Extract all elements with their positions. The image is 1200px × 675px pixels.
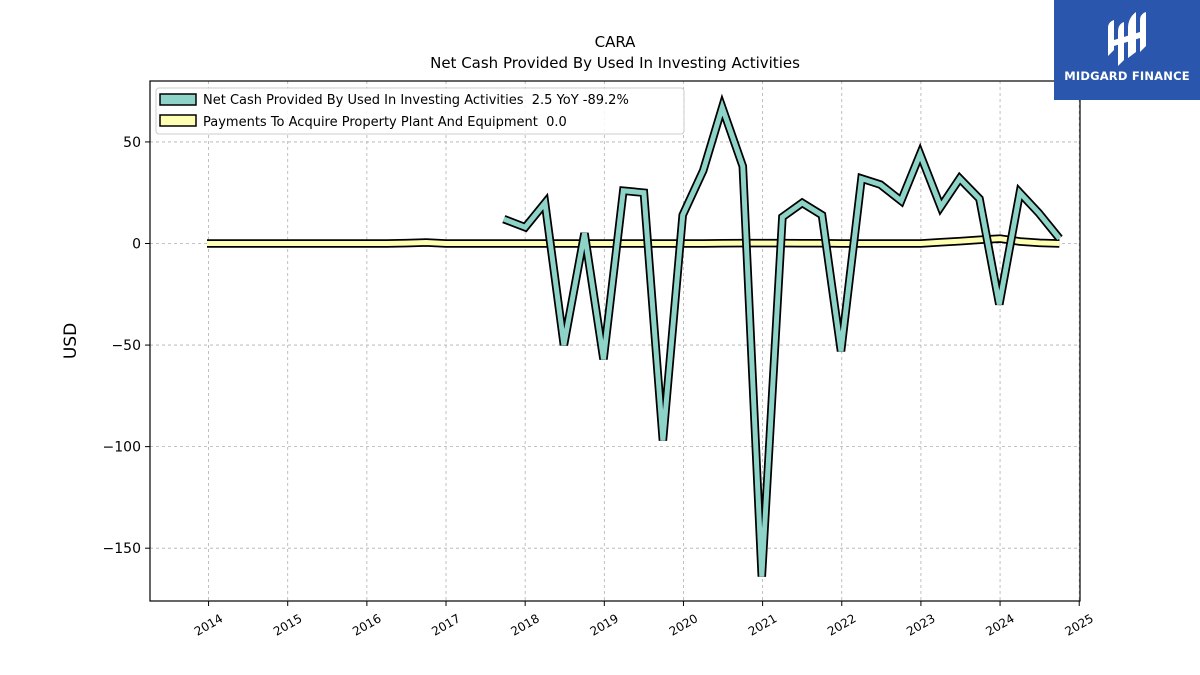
x-tick-label: 2020	[667, 611, 700, 638]
x-tick-label: 2024	[983, 611, 1016, 638]
legend-swatch-series-1	[159, 93, 197, 106]
x-tick-label: 2023	[904, 611, 937, 638]
y-tick-label: −150	[103, 541, 141, 557]
y-tick-label: −100	[103, 440, 141, 456]
legend-swatch-series-2	[159, 114, 197, 127]
x-tick-label: 2019	[588, 611, 621, 638]
y-axis-label: USD	[61, 323, 81, 359]
legend-frame	[155, 87, 685, 135]
legend-label-series-2: Payments To Acquire Property Plant And E…	[203, 115, 567, 130]
series-2-line	[207, 236, 1060, 246]
series-layer	[207, 93, 1063, 577]
y-tick-label: 50	[123, 135, 141, 151]
x-tick-label: 2022	[825, 611, 858, 638]
y-tick-label: 0	[132, 237, 141, 253]
series-1-line	[502, 99, 1062, 577]
legend-label-series-1: Net Cash Provided By Used In Investing A…	[203, 93, 629, 108]
chart-title: CARA	[595, 33, 637, 51]
legend: Net Cash Provided By Used In Investing A…	[155, 87, 685, 135]
brand-name: MIDGARD FINANCE	[1064, 69, 1190, 83]
x-tick-label: 2018	[508, 611, 541, 638]
midgard-logo-icon	[1108, 12, 1146, 66]
series-1-outline	[502, 93, 1063, 577]
brand-logo-box: MIDGARD FINANCE	[1054, 0, 1200, 100]
axes: 50 0 −50 −100 −150 2014 2015 2016 2017 2018 2019 20…	[103, 135, 1096, 639]
x-tick-label: 2014	[192, 611, 225, 638]
x-tick-label: 2017	[429, 611, 462, 638]
plot-frame	[149, 80, 1081, 602]
x-tick-label: 2021	[746, 611, 779, 638]
grid	[150, 81, 1080, 601]
x-tick-label: 2016	[350, 611, 383, 638]
x-tick-label: 2025	[1062, 611, 1095, 638]
y-tick-label: −50	[111, 338, 141, 354]
chart-subtitle: Net Cash Provided By Used In Investing A…	[430, 54, 800, 72]
x-tick-label: 2015	[271, 611, 304, 638]
